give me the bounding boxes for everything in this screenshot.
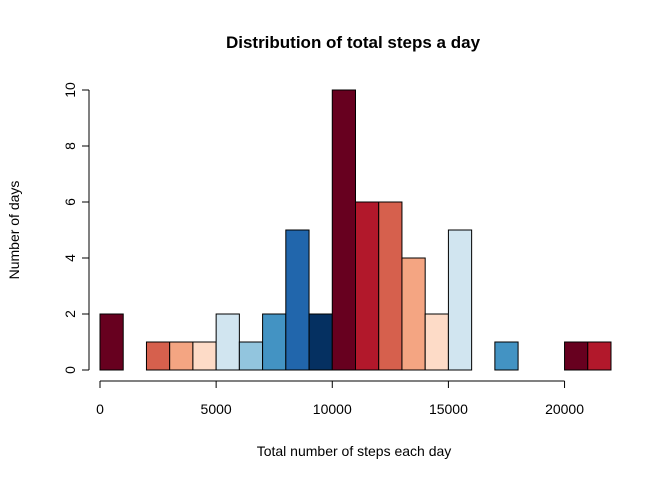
y-tick-label-1: 2 (62, 310, 78, 318)
chart-title: Distribution of total steps a day (226, 33, 481, 52)
histogram-bar-6 (238, 341, 264, 371)
histogram-bar-5 (215, 313, 240, 371)
x-tick-label-3: 15000 (429, 401, 468, 417)
x-axis-label: Total number of steps each day (257, 443, 452, 459)
y-tick-label-0: 0 (62, 366, 78, 374)
histogram-bar-4 (192, 341, 217, 371)
histogram-bar-8 (285, 229, 310, 371)
x-tick-label-4: 20000 (545, 401, 584, 417)
x-tick-label-2: 10000 (313, 401, 352, 417)
x-tick-label-0: 0 (96, 401, 104, 417)
y-axis-label: Number of days (6, 181, 22, 280)
x-axis: 0 5000 10000 15000 20000 (96, 380, 584, 417)
histogram-bar-2 (145, 341, 171, 371)
y-tick-label-5: 10 (62, 82, 78, 98)
histogram-bar-0 (99, 313, 124, 371)
histogram-bar-7 (262, 313, 287, 371)
y-axis: 0 2 4 6 8 10 (62, 82, 90, 374)
histogram-bar-12 (378, 201, 403, 371)
y-tick-label-3: 6 (62, 198, 78, 206)
histogram-bar-3 (169, 341, 194, 371)
histogram-bar-21 (587, 341, 612, 371)
histogram-bar-10 (331, 89, 357, 371)
histogram-bar-13 (401, 257, 426, 371)
y-tick-label-4: 8 (62, 142, 78, 150)
y-tick-label-2: 4 (62, 254, 78, 262)
histogram-bar-20 (564, 341, 589, 371)
x-tick-label-1: 5000 (201, 401, 232, 417)
histogram-bar-17 (494, 341, 519, 371)
histogram-bar-11 (355, 201, 380, 371)
histogram-bar-9 (308, 313, 333, 371)
bars-group (99, 89, 612, 371)
histogram-bar-15 (447, 229, 473, 371)
histogram-bar-14 (424, 313, 449, 371)
